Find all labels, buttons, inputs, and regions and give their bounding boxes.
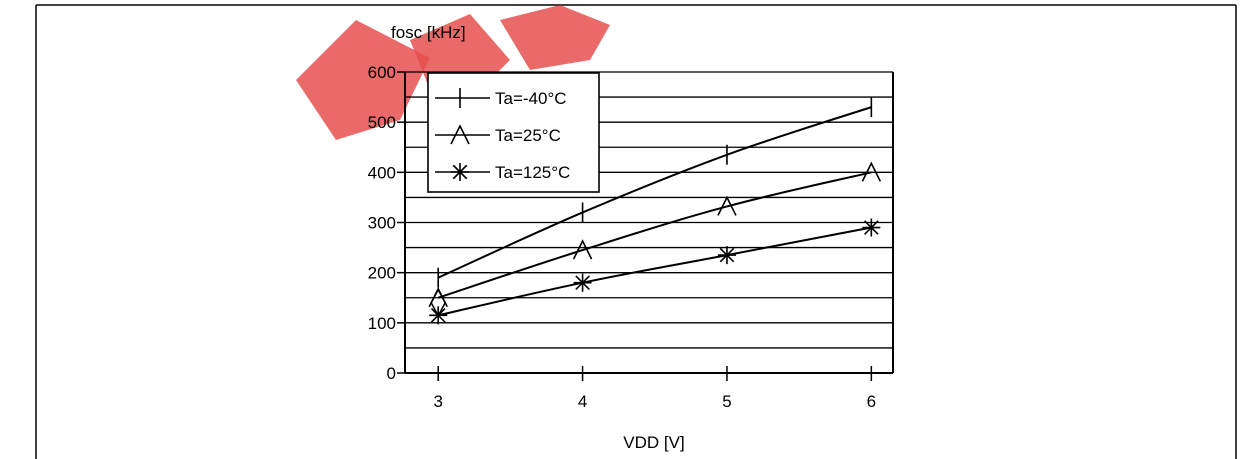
- series-layer: [428, 97, 882, 325]
- series-line: [437, 226, 872, 317]
- series-line: [437, 106, 872, 279]
- legend-item: Ta=25°C: [435, 124, 561, 145]
- figure-border: [35, 4, 1237, 459]
- data-point: [717, 195, 737, 216]
- y-tick-label: 200: [368, 264, 396, 283]
- x-tick-label: 3: [433, 392, 442, 411]
- series-line: [437, 171, 872, 299]
- data-point: [573, 273, 592, 292]
- data-point: [861, 161, 882, 182]
- y-tick-label: 300: [368, 214, 396, 233]
- legend-item: Ta=125°C: [435, 163, 570, 182]
- x-tick-label: 5: [722, 392, 731, 411]
- y-axis-title: fosc [kHz]: [391, 23, 466, 42]
- axes: [397, 71, 894, 381]
- legend-label: Ta=25°C: [495, 126, 561, 145]
- data-point: [862, 218, 881, 237]
- x-tick-label: 6: [867, 392, 876, 411]
- y-tick-label: 0: [387, 364, 396, 383]
- legend-label: Ta=-40°C: [495, 89, 567, 108]
- legend-marker: [450, 124, 470, 145]
- series-3: [429, 218, 881, 325]
- series-1: [437, 97, 873, 288]
- legend: Ta=-40°C Ta=25°C Ta=125°C: [427, 72, 600, 193]
- x-axis-title: VDD [V]: [623, 433, 684, 452]
- y-tick-label: 500: [368, 113, 396, 132]
- x-tick-label: 4: [578, 392, 587, 411]
- start-diamond-marker: [430, 288, 447, 318]
- y-tick-label: 100: [368, 314, 396, 333]
- y-tick-label: 400: [368, 163, 396, 182]
- legend-item: Ta=-40°C: [435, 88, 567, 108]
- legend-marker: [451, 163, 469, 181]
- tick-labels: 0 100 200 300 400 500 600 3 4 5 6: [368, 63, 876, 411]
- data-point: [572, 239, 593, 260]
- legend-label: Ta=125°C: [495, 163, 570, 182]
- data-point: [717, 246, 736, 265]
- y-tick-label: 600: [368, 63, 396, 82]
